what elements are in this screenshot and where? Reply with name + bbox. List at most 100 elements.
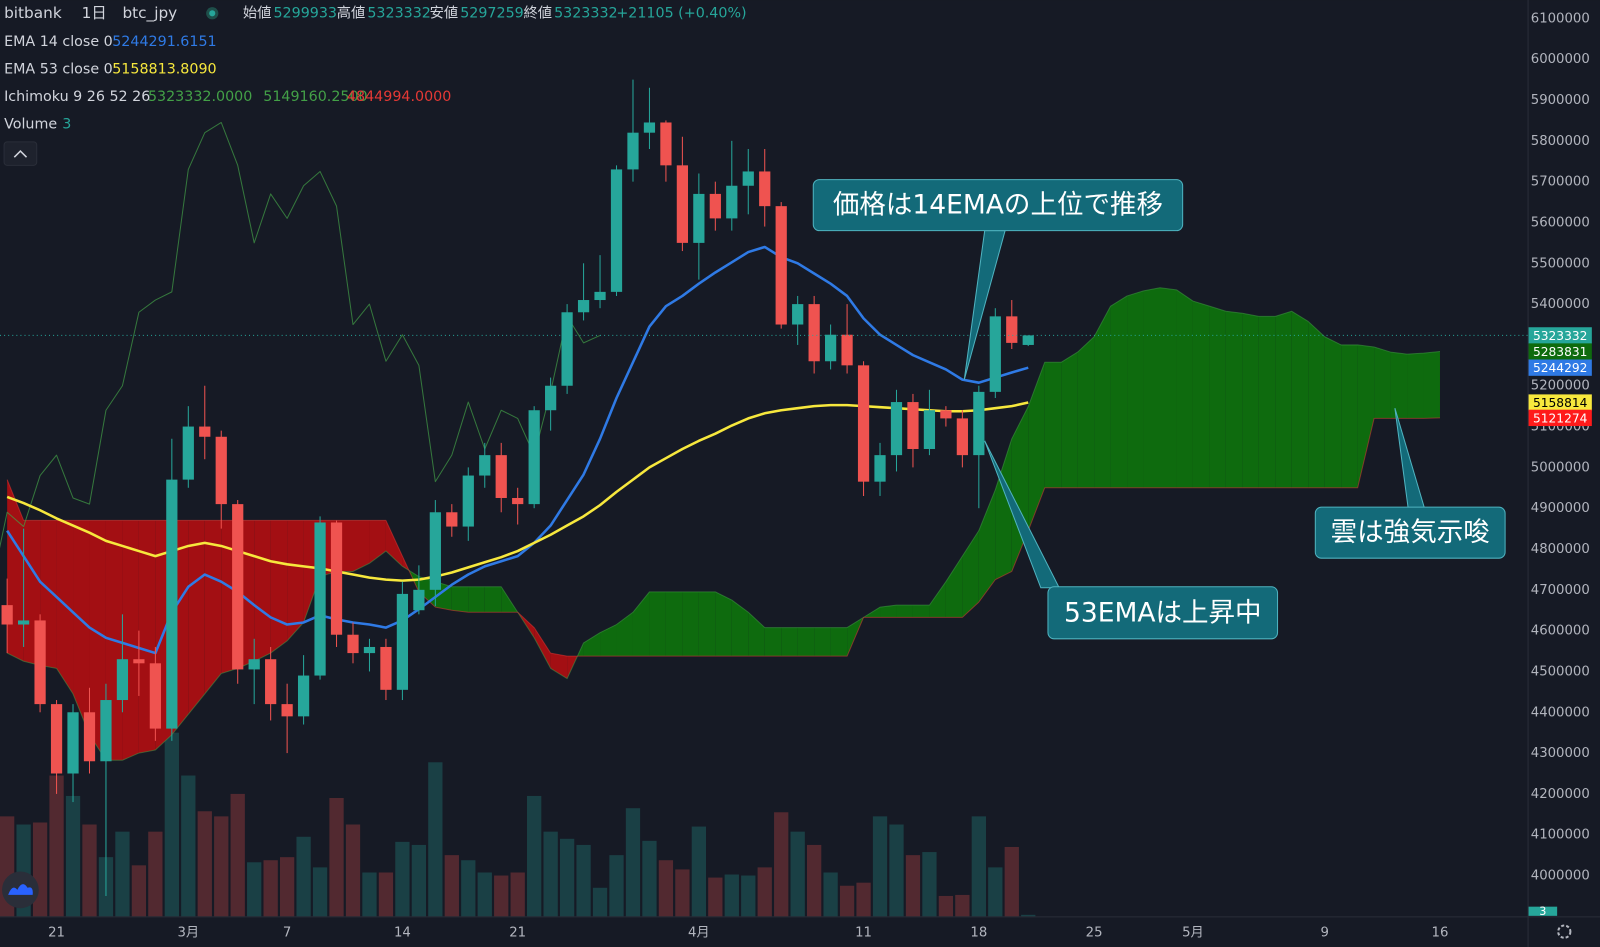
candle-body — [1, 605, 13, 625]
candle-body — [116, 659, 129, 701]
cloud — [287, 520, 304, 641]
logo-icon — [8, 884, 33, 895]
candle-body — [34, 620, 46, 705]
volume-bar — [757, 867, 772, 917]
volume-bar — [741, 875, 756, 917]
candle-body — [610, 169, 623, 292]
candle-body — [775, 206, 787, 325]
cloud — [814, 627, 831, 657]
candle-body — [314, 522, 326, 676]
cloud — [1390, 352, 1408, 419]
candle-body — [742, 171, 754, 186]
volume-bar — [230, 793, 245, 917]
x-tick-label: 16 — [1432, 926, 1449, 941]
cloud — [1225, 311, 1243, 488]
volume-bar — [922, 852, 937, 917]
candle-body — [956, 418, 968, 456]
pair: btc_jpy — [122, 4, 177, 23]
x-tick-label: 21 — [48, 926, 65, 941]
volume-bar — [82, 824, 97, 917]
cloud — [56, 520, 74, 694]
candle-body — [18, 620, 30, 625]
candle-body — [281, 704, 293, 717]
cloud — [929, 581, 946, 618]
volume-bar — [49, 775, 64, 917]
candle-body — [825, 334, 837, 362]
legend-value: 3 — [62, 117, 71, 133]
volume-bar — [131, 865, 147, 917]
volume-bar — [164, 732, 179, 917]
cloud — [1143, 287, 1160, 488]
cloud — [748, 612, 765, 657]
candle-body — [874, 455, 886, 482]
settings-icon[interactable] — [1557, 924, 1572, 939]
volume-bar — [988, 867, 1003, 917]
callout-text: 雲は強気示唆 — [1331, 517, 1490, 548]
candle-body — [1006, 316, 1018, 343]
candle-body — [907, 402, 919, 450]
candle-body — [495, 455, 507, 498]
y-tick-label: 5600000 — [1531, 215, 1590, 230]
x-tick-label: 21 — [509, 926, 526, 941]
candle-body — [989, 316, 1001, 392]
cloud — [1341, 344, 1358, 488]
candle-body — [248, 659, 260, 670]
volume-bar — [905, 855, 921, 917]
x-tick-label: 14 — [394, 926, 411, 941]
volume-bar — [576, 844, 591, 917]
cloud — [1291, 311, 1309, 488]
collapse-button[interactable] — [3, 141, 38, 166]
volume-bar — [345, 824, 361, 917]
cloud — [962, 530, 979, 618]
price-tag-label: 5323332 — [1533, 329, 1588, 343]
candle-body — [709, 193, 721, 219]
low-label: 安値 — [430, 4, 459, 21]
y-tick-label: 4400000 — [1531, 705, 1590, 720]
candle-body — [182, 426, 194, 480]
volume-bar — [65, 795, 81, 917]
change: +21105 (+0.40%) — [616, 5, 746, 21]
volume-bar — [971, 816, 986, 917]
cloud — [468, 586, 485, 613]
volume-bar — [938, 895, 954, 917]
volume-bar — [214, 816, 229, 917]
candle-body — [232, 504, 244, 670]
span-a-line — [6, 287, 1441, 761]
candle-body — [1022, 335, 1034, 345]
candle-body — [265, 659, 277, 705]
candle-body — [857, 365, 870, 482]
cloud — [451, 586, 469, 613]
y-tick-label: 4200000 — [1531, 787, 1590, 802]
volume-bar — [115, 831, 130, 917]
cloud — [1209, 306, 1226, 488]
volume-bar — [263, 860, 278, 917]
legend-value: 5244291.6151 — [112, 34, 216, 50]
price-tag-label: 5244292 — [1533, 361, 1588, 375]
cloud — [1258, 316, 1276, 488]
cloud — [945, 556, 963, 618]
y-tick-label: 4800000 — [1531, 542, 1590, 557]
legend-name: EMA 14 close 0 — [4, 34, 113, 50]
candle-body — [67, 712, 79, 774]
volume-bar — [477, 872, 492, 917]
cloud — [1242, 313, 1259, 488]
candle-body — [479, 455, 491, 476]
cloud — [1077, 336, 1095, 488]
candle-body — [297, 675, 310, 717]
candle-body — [627, 132, 639, 170]
candle-body — [512, 497, 524, 505]
close-value: 5323332 — [554, 5, 618, 21]
plot-area — [0, 79, 1528, 917]
volume-bar — [329, 797, 344, 917]
cloud — [1308, 321, 1325, 488]
y-tick-label: 5400000 — [1531, 297, 1590, 312]
candle-body — [923, 410, 936, 450]
volume-bar — [691, 826, 706, 917]
volume-bar — [889, 824, 904, 917]
collapse-icon — [13, 149, 28, 158]
x-tick-label: 18 — [970, 926, 987, 941]
volume-bar — [872, 816, 888, 917]
candle-body — [50, 704, 63, 774]
volume-bar — [774, 812, 789, 917]
volume-bar — [461, 860, 476, 917]
